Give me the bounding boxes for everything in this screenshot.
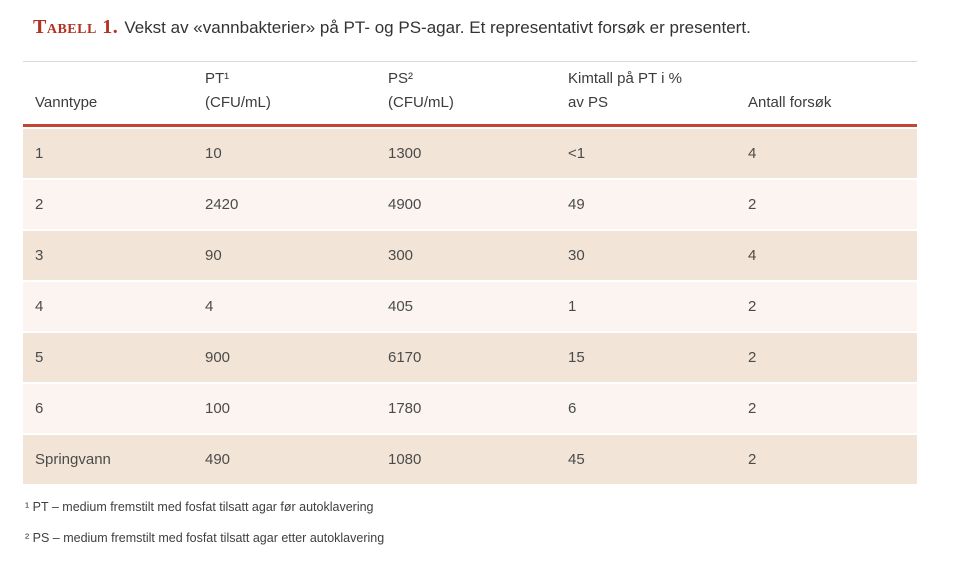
cell-vanntype: 6: [35, 400, 44, 417]
table-row: Springvann 490 1080 45 2: [23, 435, 917, 484]
cell-vanntype: 3: [35, 247, 44, 264]
cell-pt: 10: [205, 145, 222, 162]
cell-antall: 2: [748, 298, 757, 315]
table-row: 4 4 405 1 2: [23, 282, 917, 331]
cell-vanntype: 5: [35, 349, 44, 366]
cell-ps: 405: [388, 298, 414, 315]
cell-vanntype: Springvann: [35, 451, 111, 468]
cell-pt: 2420: [205, 196, 239, 213]
footnote-ps: ² PS – medium fremstilt med fosfat tilsa…: [25, 531, 385, 545]
cell-kimtall: 6: [568, 400, 577, 417]
cell-vanntype: 2: [35, 196, 44, 213]
cell-antall: 2: [748, 349, 757, 366]
table-row: 2 2420 4900 49 2: [23, 180, 917, 229]
cell-pt: 4: [205, 298, 214, 315]
cell-ps: 1080: [388, 451, 422, 468]
table-row: 1 10 1300 <1 4: [23, 129, 917, 178]
cell-vanntype: 1: [35, 145, 44, 162]
column-header-antall-forsok: Antall forsøk: [748, 94, 832, 111]
column-header-vanntype: Vanntype: [35, 94, 98, 111]
cell-kimtall: 1: [568, 298, 577, 315]
table-row: 5 900 6170 15 2: [23, 333, 917, 382]
cell-ps: 1780: [388, 400, 422, 417]
cell-ps: 1300: [388, 145, 422, 162]
cell-antall: 4: [748, 145, 757, 162]
cell-antall: 2: [748, 196, 757, 213]
cell-ps: 4900: [388, 196, 422, 213]
cell-ps: 6170: [388, 349, 422, 366]
footnotes: ¹ PT – medium fremstilt med fosfat tilsa…: [25, 500, 960, 545]
column-header-pt: PT¹ (CFU/mL): [205, 70, 271, 111]
cell-kimtall: 15: [568, 349, 585, 366]
data-table: Vanntype PT¹ (CFU/mL) PS² (CFU/mL) Kimta…: [23, 61, 917, 484]
cell-kimtall: 45: [568, 451, 585, 468]
cell-kimtall: 49: [568, 196, 585, 213]
cell-pt: 100: [205, 400, 231, 417]
table-header-row: Vanntype PT¹ (CFU/mL) PS² (CFU/mL) Kimta…: [23, 61, 917, 127]
cell-kimtall: 30: [568, 247, 585, 264]
cell-vanntype: 4: [35, 298, 44, 315]
table-number-label: Tabell 1.: [33, 16, 119, 38]
cell-pt: 490: [205, 451, 231, 468]
cell-antall: 2: [748, 400, 757, 417]
cell-kimtall: <1: [568, 145, 586, 162]
column-header-ps: PS² (CFU/mL): [388, 70, 454, 111]
footnote-pt: ¹ PT – medium fremstilt med fosfat tilsa…: [25, 500, 374, 514]
cell-pt: 90: [205, 247, 222, 264]
cell-ps: 300: [388, 247, 414, 264]
table-caption-text: Vekst av «vannbakterier» på PT- og PS-ag…: [124, 18, 751, 37]
table-row: 3 90 300 30 4: [23, 231, 917, 280]
table-caption: Tabell 1. Vekst av «vannbakterier» på PT-…: [0, 0, 960, 39]
cell-antall: 2: [748, 451, 757, 468]
cell-antall: 4: [748, 247, 757, 264]
cell-pt: 900: [205, 349, 231, 366]
table-row: 6 100 1780 6 2: [23, 384, 917, 433]
column-header-kimtall: Kimtall på PT i % av PS: [568, 70, 682, 111]
